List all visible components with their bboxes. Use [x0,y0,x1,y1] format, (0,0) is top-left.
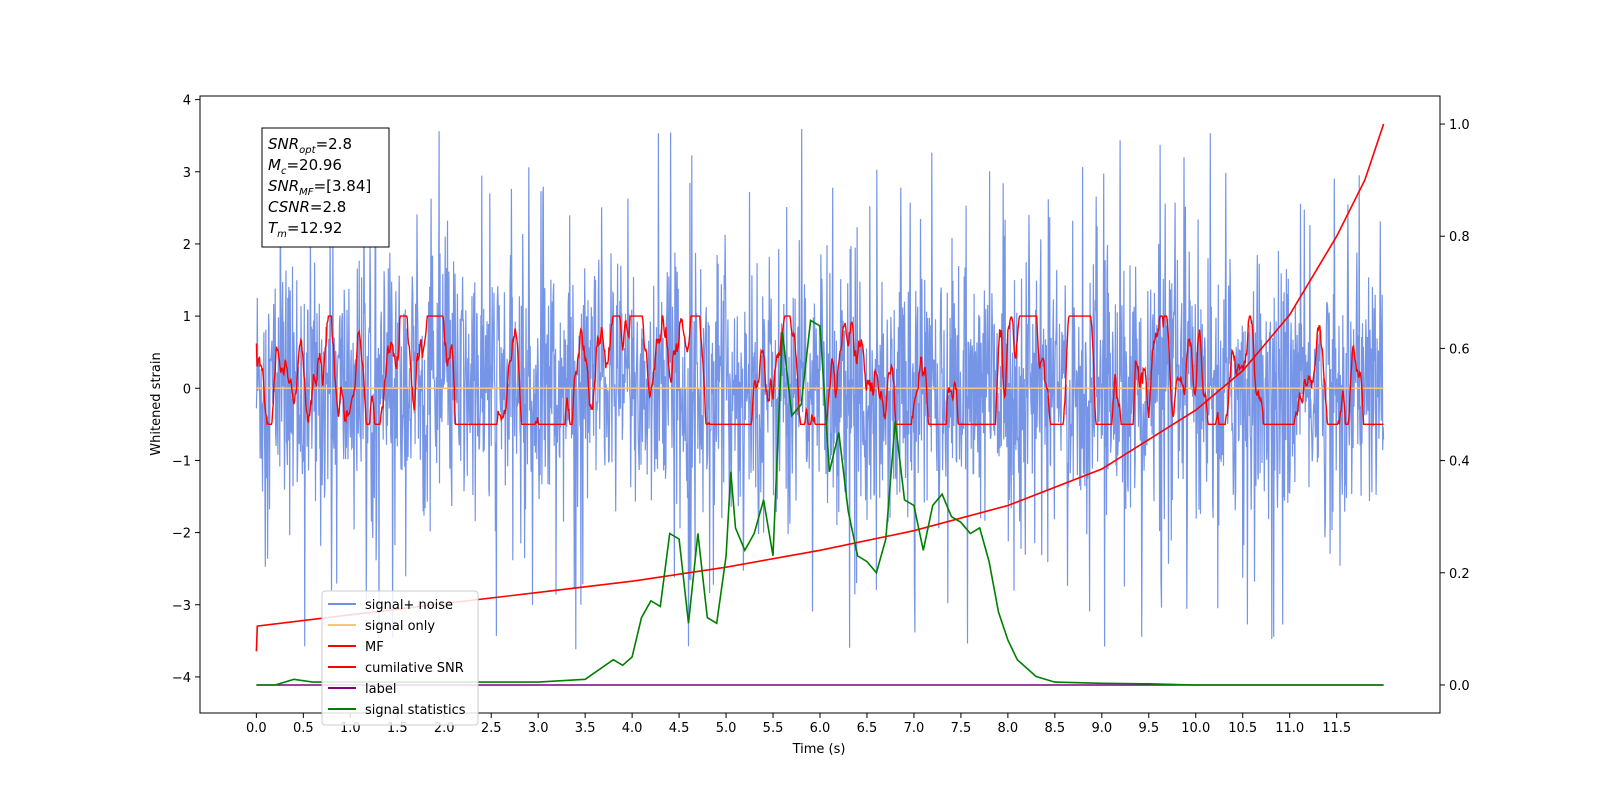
y-left-tick-label: −3 [172,599,191,614]
y-right-tick-label: 1.0 [1449,118,1470,133]
legend-entry: signal only [365,619,435,634]
y-left-tick-label: −4 [172,671,191,686]
x-tick-label: 0.5 [293,721,314,736]
x-tick-label: 3.0 [528,721,549,736]
series-signal-statistics [256,319,1384,686]
y-left-tick-label: 4 [183,94,191,109]
x-tick-label: 7.5 [951,721,972,736]
x-tick-label: 8.0 [998,721,1019,736]
y-left-tick-label: 2 [183,238,191,253]
y-right-tick-label: 0.2 [1449,567,1470,582]
y-right-tick-label: 0.4 [1449,455,1470,470]
x-tick-label: 4.0 [622,721,643,736]
y-left-tick-label: 1 [183,310,191,325]
legend-entry: signal+ noise [365,598,453,613]
x-tick-label: 4.5 [669,721,690,736]
x-tick-label: 8.5 [1045,721,1066,736]
x-tick-label: 9.5 [1138,721,1159,736]
x-tick-label: 11.5 [1322,721,1351,736]
y-left-tick-label: 3 [183,166,191,181]
y-axis-label: Whitened strain [149,352,164,455]
legend-entry: MF [365,640,384,655]
x-tick-label: 5.5 [763,721,784,736]
y-left-tick-label: −1 [172,454,191,469]
x-tick-label: 0.0 [246,721,267,736]
y-left-tick-label: 0 [183,382,191,397]
x-tick-label: 10.0 [1181,721,1210,736]
x-tick-label: 9.0 [1091,721,1112,736]
x-tick-label: 7.0 [904,721,925,736]
x-tick-label: 2.5 [481,721,502,736]
x-tick-label: 3.5 [575,721,596,736]
annotation-line: SNRMF=[3.84] [268,177,371,198]
series-mf [255,315,1384,426]
legend-entry: cumilative SNR [365,661,464,676]
legend-entry: label [365,682,396,697]
annotation-line: CSNR=2.8 [268,198,346,216]
y-right-tick-label: 0.6 [1449,342,1470,357]
y-left-tick-label: −2 [172,527,191,542]
x-tick-label: 6.5 [857,721,878,736]
y-right-tick-label: 0.0 [1449,679,1470,694]
x-tick-label: 6.0 [810,721,831,736]
y-right-tick-label: 0.8 [1449,230,1470,245]
annotation-line: Tm=12.92 [268,219,342,240]
x-tick-label: 11.0 [1275,721,1304,736]
legend-entry: signal statistics [365,703,466,718]
series-signal-noise [255,128,1385,650]
annotation-line: SNRopt=2.8 [268,135,352,156]
x-tick-label: 5.0 [716,721,737,736]
x-tick-label: 10.5 [1228,721,1257,736]
annotation-box [261,127,390,248]
annotation-line: Mc=20.96 [268,156,342,177]
legend-box [321,590,479,726]
x-axis-label: Time (s) [792,742,846,757]
